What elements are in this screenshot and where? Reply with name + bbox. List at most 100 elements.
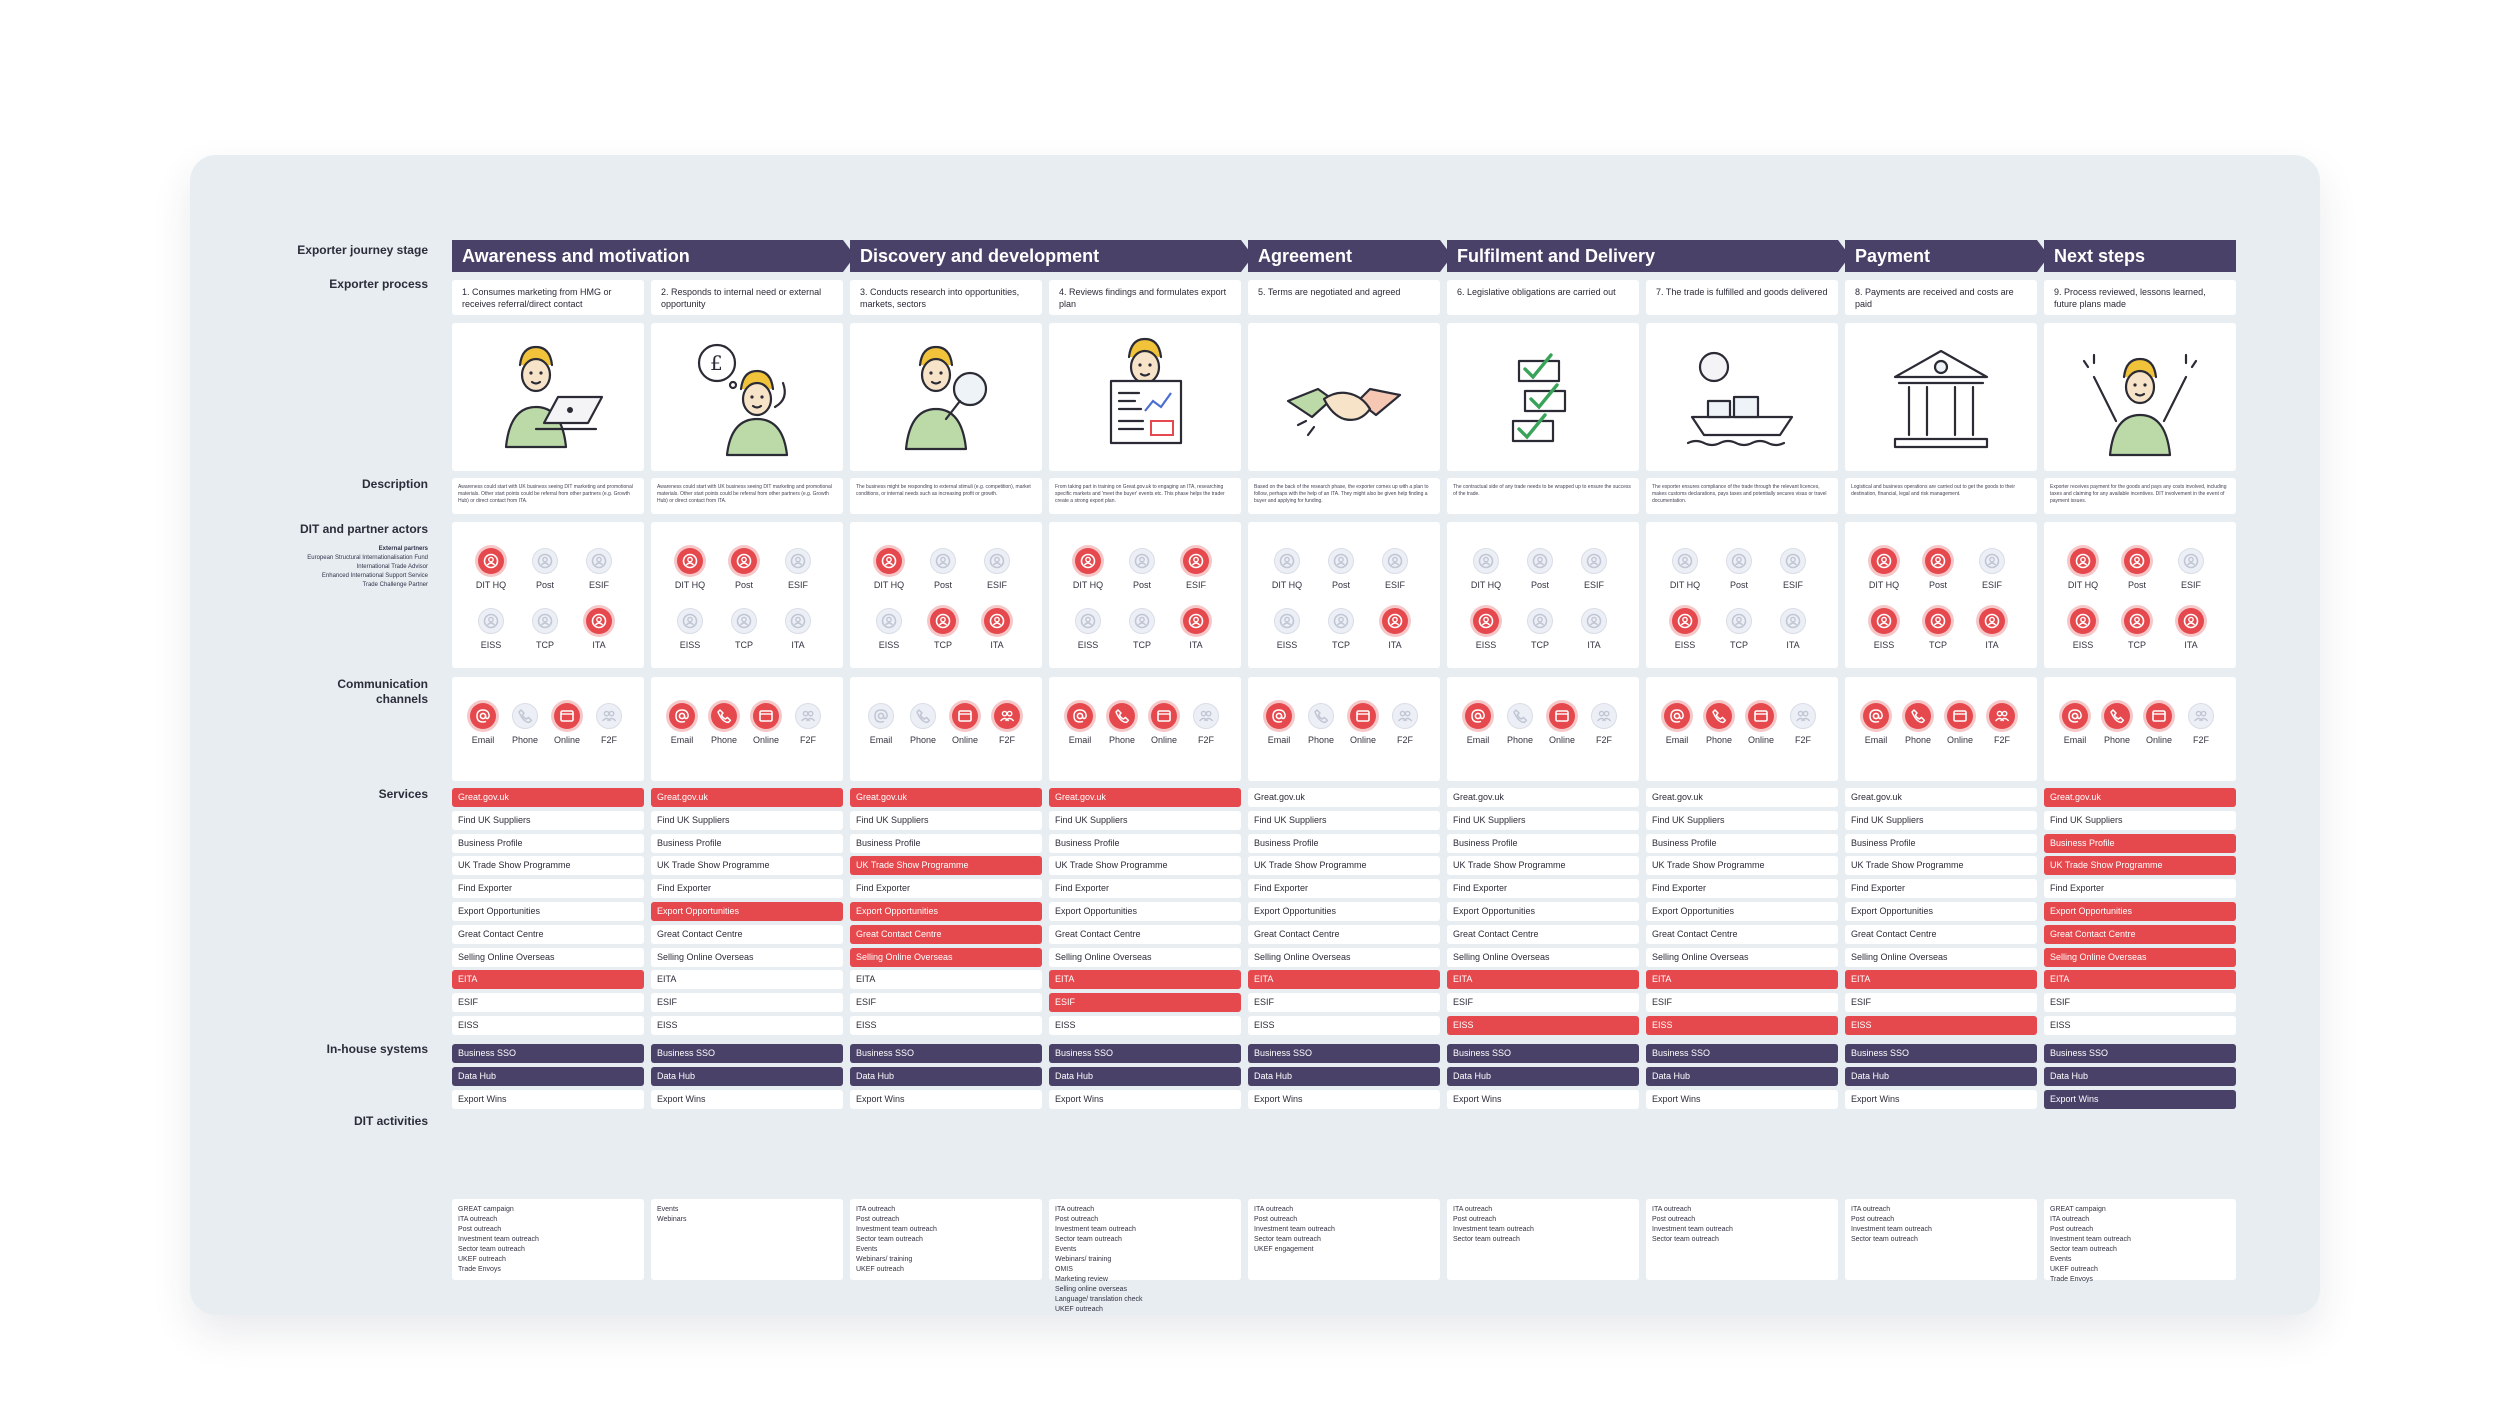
activities-card: ITA outreach Post outreach Investment team…: [1248, 1199, 1440, 1280]
journey-column: 2. Responds to internal need or external…: [651, 240, 843, 1280]
person-newspaper-illustration: [1109, 337, 1183, 445]
actor-post: Post: [1314, 548, 1368, 591]
actor-label: DIT HQ: [1470, 580, 1502, 590]
actor-icon: [1328, 548, 1354, 574]
system-item: Data Hub: [1447, 1067, 1639, 1086]
channel-label: Email: [1864, 735, 1888, 745]
system-item: Data Hub: [651, 1067, 843, 1086]
channels-card: Email Phone Online F2F: [452, 677, 644, 781]
actor-icon: [532, 548, 558, 574]
activity-item: Post outreach: [1055, 1216, 1099, 1223]
service-item: Find UK Suppliers: [850, 810, 1042, 830]
activity-item: GREAT campaign: [2050, 1206, 2106, 1213]
service-item: EITA: [850, 970, 1042, 990]
actor-label: ESIF: [787, 580, 808, 590]
activity-item: Language/ translation check: [1055, 1296, 1143, 1303]
actor-label: TCP: [2128, 640, 2146, 650]
service-item: Find UK Suppliers: [452, 810, 644, 830]
service-item: Great Contact Centre: [651, 924, 843, 944]
actor-icon: [1672, 608, 1698, 634]
person-magnifier-illustration: [904, 345, 988, 451]
actor-label: TCP: [735, 640, 753, 650]
actor-icon: [731, 608, 757, 634]
channel-phone: Phone: [2094, 703, 2140, 746]
external-partners-title: External partners: [378, 546, 428, 552]
service-item: Export Opportunities: [651, 902, 843, 921]
channel-label: Online: [1349, 735, 1376, 745]
activity-item: Sector team outreach: [1652, 1236, 1719, 1243]
stage-header: Discovery and development: [850, 240, 1241, 272]
actor-icon: [478, 608, 504, 634]
system-item: Business SSO: [651, 1044, 843, 1063]
process-step: 7. The trade is fulfilled and goods deli…: [1646, 280, 1838, 315]
actor-ita: ITA: [1169, 608, 1223, 651]
channels-card: Email Phone Online F2F: [1845, 677, 2037, 781]
activity-item: ITA outreach: [856, 1206, 896, 1213]
actors-card: DIT HQ Post ESIF EISS TCP ITA: [1845, 522, 2037, 668]
actor-label: Post: [1331, 580, 1350, 590]
activity-item: Trade Envoys: [2050, 1276, 2093, 1283]
actor-icon: [1581, 548, 1607, 574]
journey-column: 7. The trade is fulfilled and goods deli…: [1646, 240, 1838, 1280]
people-icon: [994, 703, 1020, 729]
actor-icon: [1075, 608, 1101, 634]
service-item: ESIF: [452, 993, 644, 1013]
activity-item: ITA outreach: [1652, 1206, 1692, 1213]
service-item: Business Profile: [850, 833, 1042, 853]
channels-card: Email Phone Online F2F: [2044, 677, 2236, 781]
service-item: Great.gov.uk: [850, 788, 1042, 807]
channel-f2f: F2F: [984, 703, 1030, 746]
actor-dit-hq: DIT HQ: [862, 548, 916, 591]
at-icon: [1266, 703, 1292, 729]
actor-eiss: EISS: [663, 608, 717, 651]
system-item: Export Wins: [1248, 1090, 1440, 1109]
system-item: Data Hub: [2044, 1067, 2236, 1086]
channel-label: Online: [553, 735, 580, 745]
actor-tcp: TCP: [1115, 608, 1169, 651]
system-item: Business SSO: [1845, 1044, 2037, 1063]
system-item: Business SSO: [1248, 1044, 1440, 1063]
actor-dit-hq: DIT HQ: [1260, 548, 1314, 591]
service-item: Find Exporter: [1248, 879, 1440, 899]
service-item: Great Contact Centre: [1049, 924, 1241, 944]
actor-icon: [1473, 608, 1499, 634]
people-icon: [596, 703, 622, 729]
service-item: Great Contact Centre: [1248, 924, 1440, 944]
channel-label: Email: [670, 735, 694, 745]
activity-item: Post outreach: [458, 1226, 502, 1233]
actor-label: ESIF: [1384, 580, 1405, 590]
actor-label: EISS: [1475, 640, 1497, 650]
service-item: Great Contact Centre: [2044, 924, 2236, 944]
activity-item: Webinars: [657, 1216, 687, 1223]
channel-email: Email: [659, 703, 705, 746]
actor-label: DIT HQ: [1868, 580, 1900, 590]
channel-online: Online: [1340, 703, 1386, 746]
person-laptop-illustration: [504, 345, 604, 449]
service-item: Export Opportunities: [850, 902, 1042, 921]
activity-item: OMIS: [1055, 1266, 1073, 1273]
actor-dit-hq: DIT HQ: [1061, 548, 1115, 591]
actor-eiss: EISS: [464, 608, 518, 651]
actor-esif: ESIF: [1965, 548, 2019, 591]
system-item: Export Wins: [651, 1090, 843, 1109]
actor-icon: [1129, 608, 1155, 634]
service-item: EISS: [1049, 1016, 1241, 1035]
actors-card: DIT HQ Post ESIF EISS TCP ITA: [2044, 522, 2236, 668]
activities-card: Events Webinars: [651, 1199, 843, 1280]
phone-icon: [1507, 703, 1533, 729]
service-item: EITA: [1447, 970, 1639, 990]
actor-ita: ITA: [2164, 608, 2218, 651]
service-item: Export Opportunities: [1845, 902, 2037, 921]
service-item: UK Trade Show Programme: [1845, 856, 2037, 876]
actor-icon: [2070, 608, 2096, 634]
actor-esif: ESIF: [970, 548, 1024, 591]
illustration-card: [1447, 323, 1639, 471]
service-item: Business Profile: [1248, 833, 1440, 853]
activity-item: Investment team outreach: [1851, 1226, 1932, 1233]
channel-f2f: F2F: [1979, 703, 2025, 746]
system-item: Export Wins: [1447, 1090, 1639, 1109]
activity-item: Investment team outreach: [1055, 1226, 1136, 1233]
channel-email: Email: [1853, 703, 1899, 746]
service-item: Business Profile: [2044, 833, 2236, 853]
actor-icon: [984, 608, 1010, 634]
